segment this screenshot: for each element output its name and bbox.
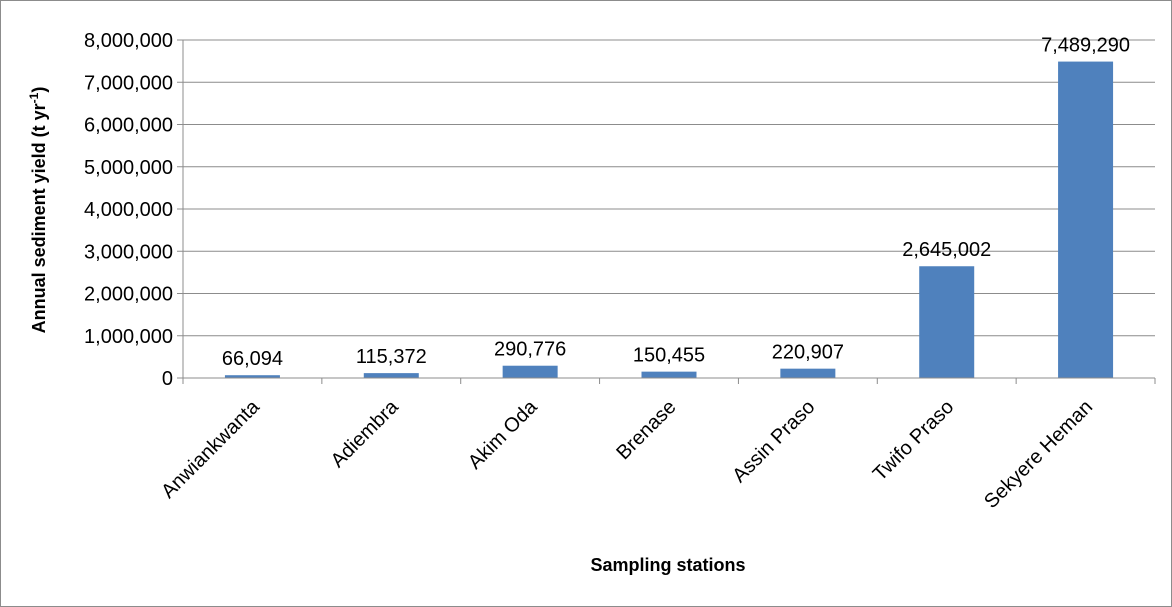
y-tick-label: 4,000,000 xyxy=(84,199,173,221)
y-tick-label: 3,000,000 xyxy=(84,241,173,263)
axes xyxy=(177,39,1156,384)
y-tick-label: 0 xyxy=(162,368,173,390)
x-tick-label: Anwiankwanta xyxy=(157,395,264,502)
x-tick-labels: Anwiankwanta Adiembra Akim Oda Brenase Assin… xyxy=(157,395,1097,513)
bar xyxy=(224,375,280,378)
bar xyxy=(641,371,697,378)
x-tick-label: Sekyere Heman xyxy=(980,396,1097,513)
y-axis-title-suffix: ) xyxy=(29,87,49,93)
bars xyxy=(224,61,1114,379)
y-axis-title-main: Annual sediment yield (t yr xyxy=(29,103,49,333)
x-tick-label: Twifo Praso xyxy=(869,396,958,485)
y-axis-title: Annual sediment yield (t yr-1) xyxy=(27,87,49,334)
data-label: 115,372 xyxy=(356,346,427,368)
x-tick-label: Akim Oda xyxy=(464,395,542,473)
bar xyxy=(1058,61,1114,379)
y-tick-label: 1,000,000 xyxy=(84,326,173,348)
y-axis-title-superscript: -1 xyxy=(27,92,41,103)
data-label: 66,094 xyxy=(222,348,283,370)
y-tick-label: 8,000,000 xyxy=(84,30,173,52)
x-tick-label: Adiembra xyxy=(327,395,404,472)
y-tick-label: 2,000,000 xyxy=(84,284,173,306)
x-axis-title: Sampling stations xyxy=(590,555,745,575)
data-label: 220,907 xyxy=(772,342,844,364)
data-labels: 66,094 115,372 290,776 150,455 220,907 2,645,… xyxy=(222,35,1130,371)
x-tick-label: Brenase xyxy=(612,396,680,464)
y-tick-label: 5,000,000 xyxy=(84,157,173,179)
y-tick-label: 7,000,000 xyxy=(84,72,173,94)
bar xyxy=(363,373,419,378)
x-tick-label: Assin Praso xyxy=(728,396,819,487)
gridlines xyxy=(183,39,1155,337)
data-label: 2,645,002 xyxy=(902,239,991,261)
bar xyxy=(780,368,836,378)
data-label: 7,489,290 xyxy=(1041,35,1130,57)
data-label: 290,776 xyxy=(494,339,566,361)
bar xyxy=(502,365,558,378)
data-label: 150,455 xyxy=(633,345,705,367)
y-tick-labels: 0 1,000,000 2,000,000 3,000,000 4,000,000 5,0… xyxy=(84,30,173,390)
bar xyxy=(919,266,975,378)
y-tick-label: 6,000,000 xyxy=(84,115,173,137)
